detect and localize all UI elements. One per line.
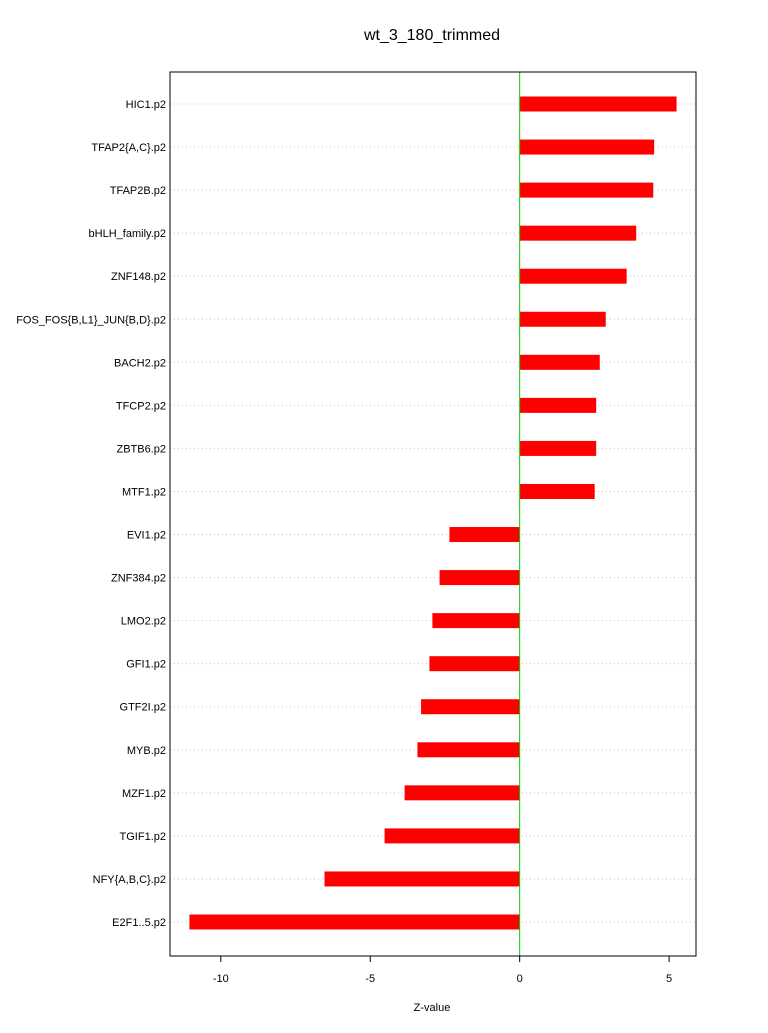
category-label: MTF1.p2 [122,486,166,498]
plot-frame [169,71,697,957]
bar-FOS_FOS{B,L1}_JUN{B,D}.p2 [519,311,606,327]
category-label: EVI1.p2 [127,530,166,542]
category-label: MYB.p2 [127,745,166,757]
x-axis-title: Z-value [414,1002,451,1014]
category-label: GTF2I.p2 [120,702,166,714]
bar-E2F1..5.p2 [189,914,520,930]
category-label: LMO2.p2 [121,616,166,628]
bar-bHLH_family.p2 [519,225,637,241]
bar-HIC1.p2 [519,96,677,112]
x-tick-label: -10 [213,973,229,985]
category-label: E2F1..5.p2 [112,917,166,929]
category-label: ZBTB6.p2 [116,443,166,455]
category-label: FOS_FOS{B,L1}_JUN{B,D}.p2 [16,314,166,326]
bar-TFAP2B.p2 [519,182,654,198]
category-label: TFAP2B.p2 [110,185,166,197]
bar-BACH2.p2 [519,354,600,370]
category-label: GFI1.p2 [126,659,166,671]
bar-LMO2.p2 [432,613,520,629]
category-label: ZNF148.p2 [111,271,166,283]
x-axis: -10 -5 0 5 [213,955,672,985]
bar-MYB.p2 [417,742,520,758]
bar-GFI1.p2 [429,656,520,672]
category-label: bHLH_family.p2 [89,228,166,240]
x-tick-label: 0 [517,973,523,985]
category-label: TGIF1.p2 [120,831,166,843]
category-label: ZNF384.p2 [111,573,166,585]
bar-ZNF384.p2 [439,570,520,586]
category-label: TFAP2{A,C}.p2 [91,142,166,154]
bar-GTF2I.p2 [421,699,520,715]
bar-NFY{A,B,C}.p2 [324,871,520,887]
bar-TFCP2.p2 [519,397,597,413]
bar-EVI1.p2 [449,527,520,543]
bar-MZF1.p2 [404,785,520,801]
category-labels: HIC1.p2 TFAP2{A,C}.p2 TFAP2B.p2 bHLH_family… [16,99,166,929]
bar-TFAP2{A,C}.p2 [519,139,655,155]
bar-ZNF148.p2 [519,268,627,284]
bar-ZBTB6.p2 [519,440,597,456]
category-label: TFCP2.p2 [116,400,166,412]
bar-MTF1.p2 [519,483,595,499]
bar-TGIF1.p2 [384,828,520,844]
x-tick-label: -5 [365,973,375,985]
bars [189,96,677,930]
category-label: MZF1.p2 [122,788,166,800]
category-label: HIC1.p2 [126,99,166,111]
chart-title: wt_3_180_trimmed [363,27,500,44]
category-label: NFY{A,B,C}.p2 [93,874,166,886]
category-label: BACH2.p2 [114,357,166,369]
x-tick-label: 5 [666,973,672,985]
